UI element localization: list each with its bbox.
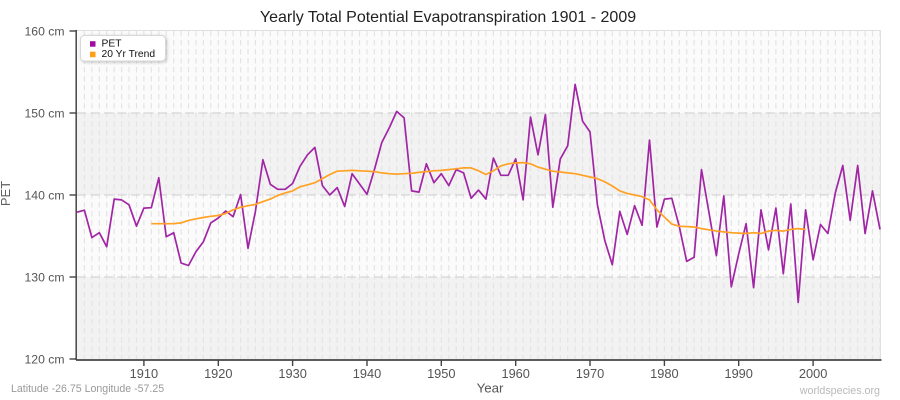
svg-text:1960: 1960 xyxy=(501,366,529,381)
svg-text:PET: PET xyxy=(102,38,123,49)
svg-text:PET: PET xyxy=(0,181,13,206)
svg-text:1920: 1920 xyxy=(204,366,232,381)
svg-text:Yearly Total Potential Evapotr: Yearly Total Potential Evapotranspiratio… xyxy=(260,9,636,26)
svg-text:140 cm: 140 cm xyxy=(25,188,65,202)
svg-text:1940: 1940 xyxy=(353,366,381,381)
svg-text:1930: 1930 xyxy=(278,366,306,381)
svg-text:Year: Year xyxy=(477,381,504,396)
svg-text:130 cm: 130 cm xyxy=(25,270,65,284)
svg-text:1950: 1950 xyxy=(427,366,455,381)
svg-text:1970: 1970 xyxy=(576,366,604,381)
svg-text:worldspecies.org: worldspecies.org xyxy=(799,385,880,397)
svg-text:160 cm: 160 cm xyxy=(25,24,65,38)
svg-text:1990: 1990 xyxy=(724,366,752,381)
svg-text:2000: 2000 xyxy=(799,366,827,381)
svg-text:120 cm: 120 cm xyxy=(25,352,65,366)
svg-text:Latitude -26.75 Longitude -57.: Latitude -26.75 Longitude -57.25 xyxy=(11,383,164,395)
svg-text:1910: 1910 xyxy=(130,366,158,381)
svg-text:1980: 1980 xyxy=(650,366,678,381)
svg-text:150 cm: 150 cm xyxy=(25,106,65,120)
svg-text:20 Yr Trend: 20 Yr Trend xyxy=(102,49,156,60)
